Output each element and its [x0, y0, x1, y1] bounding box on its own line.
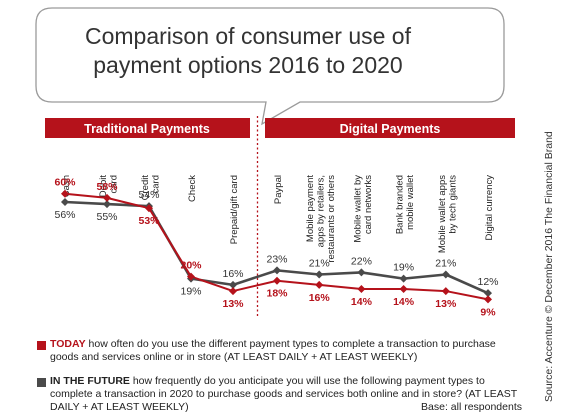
- category-label: Debitcard: [98, 175, 120, 198]
- legend-base-note: Base: all respondents: [415, 401, 522, 414]
- svg-text:Prepaid/gift card: Prepaid/gift card: [229, 175, 240, 244]
- legend-today-text: how often do you use the different payme…: [50, 338, 496, 363]
- data-label-future: 12%: [477, 276, 498, 288]
- data-point-today: [103, 193, 111, 202]
- data-label-future: 55%: [96, 211, 117, 223]
- data-point-today: [315, 280, 324, 289]
- data-label-today: 58%: [96, 181, 118, 193]
- digital-payments-banner: [265, 118, 515, 138]
- data-point-future: [61, 198, 69, 206]
- category-label: Cash: [61, 175, 72, 197]
- data-point-today: [187, 272, 195, 281]
- data-point-today: [484, 295, 492, 304]
- legend-swatch-future: [37, 378, 46, 387]
- chart-title: Comparison of consumer use of payment op…: [85, 23, 411, 78]
- data-label-today: 16%: [309, 292, 331, 304]
- svg-text:Mobile wallet appsby tech gian: Mobile wallet appsby tech giants: [437, 175, 459, 253]
- data-label-future: 21%: [435, 258, 456, 270]
- digital-payments-label: Digital Payments: [340, 122, 441, 136]
- svg-text:Mobile wallet bycard networks: Mobile wallet bycard networks: [352, 175, 374, 243]
- data-label-future: 16%: [222, 268, 243, 280]
- svg-text:Mobile paymentapps by retailer: Mobile paymentapps by retailers,restaura…: [305, 175, 337, 263]
- legend-future-text: how frequently do you anticipate you wil…: [50, 375, 517, 413]
- data-label-today: 13%: [222, 298, 244, 310]
- traditional-payments-banner: [45, 118, 250, 138]
- legend-swatch-today: [37, 341, 46, 350]
- legend-today: TODAY how often do you use the different…: [37, 338, 522, 364]
- category-label: Creditcard: [140, 175, 162, 201]
- category-label: Mobile wallet appsby tech giants: [437, 175, 459, 253]
- category-label: Check: [187, 175, 198, 202]
- data-point-today: [145, 204, 153, 213]
- category-labels: Cash Debitcard Creditcard Check Prepaid/gift…: [61, 175, 495, 263]
- category-label: Digital currency: [484, 175, 495, 241]
- svg-text:Debitcard: Debitcard: [98, 175, 120, 198]
- data-labels: 60% 56% 58% 55% 53% 54% 20% 19% 13% 16% 18% 23% 16% 2…: [54, 177, 498, 319]
- data-point-future: [315, 270, 324, 279]
- svg-text:Creditcard: Creditcard: [140, 175, 162, 201]
- data-label-today: 13%: [435, 298, 457, 310]
- data-point-today: [399, 285, 408, 293]
- data-point-future: [103, 200, 111, 209]
- data-label-future: 21%: [309, 258, 330, 270]
- data-point-future: [441, 270, 450, 279]
- data-point-today: [61, 189, 69, 198]
- data-label-future: 19%: [393, 262, 414, 274]
- data-label-future: 22%: [351, 255, 372, 267]
- data-point-future: [399, 274, 408, 283]
- legend-today-lead: TODAY: [50, 338, 86, 350]
- svg-text:Digital currency: Digital currency: [484, 175, 495, 241]
- traditional-payments-label: Traditional Payments: [84, 122, 210, 136]
- legend-future-lead: IN THE FUTURE: [50, 375, 130, 387]
- data-label-today: 60%: [54, 177, 76, 189]
- svg-text:Cash: Cash: [61, 175, 72, 197]
- data-label-today: 14%: [351, 296, 373, 308]
- data-point-future: [357, 268, 366, 277]
- source-note: Source: Accenture © December 2016 The Fi…: [543, 131, 555, 402]
- series-markers: [61, 189, 492, 304]
- data-label-future: 19%: [180, 286, 201, 298]
- data-label-future: 23%: [266, 253, 287, 265]
- data-point-today: [273, 276, 281, 285]
- data-point-future: [273, 266, 281, 275]
- data-point-future: [484, 289, 492, 298]
- category-label: Mobile wallet bycard networks: [352, 175, 374, 243]
- data-label-today: 18%: [266, 288, 288, 300]
- data-label-future: 54%: [138, 189, 159, 201]
- data-point-today: [357, 285, 366, 293]
- category-label: Mobile paymentapps by retailers,restaura…: [305, 175, 337, 263]
- svg-text:Check: Check: [187, 175, 198, 202]
- data-label-today: 9%: [480, 306, 496, 318]
- title-bubble: [35, 7, 505, 126]
- data-label-future: 56%: [54, 209, 75, 221]
- svg-text:Paypal: Paypal: [273, 175, 284, 204]
- category-label: Prepaid/gift card: [229, 175, 240, 244]
- data-point-today: [441, 287, 450, 296]
- legend-future: IN THE FUTURE how frequently do you anti…: [37, 375, 522, 414]
- svg-text:Bank brandedmobile wallet: Bank brandedmobile wallet: [395, 175, 417, 235]
- category-label: Paypal: [273, 175, 284, 204]
- category-label: Bank brandedmobile wallet: [395, 175, 417, 235]
- data-label-today: 53%: [138, 215, 160, 227]
- data-label-today: 20%: [180, 260, 202, 272]
- data-label-today: 14%: [393, 296, 415, 308]
- data-point-future: [229, 280, 237, 289]
- data-point-today: [229, 287, 237, 296]
